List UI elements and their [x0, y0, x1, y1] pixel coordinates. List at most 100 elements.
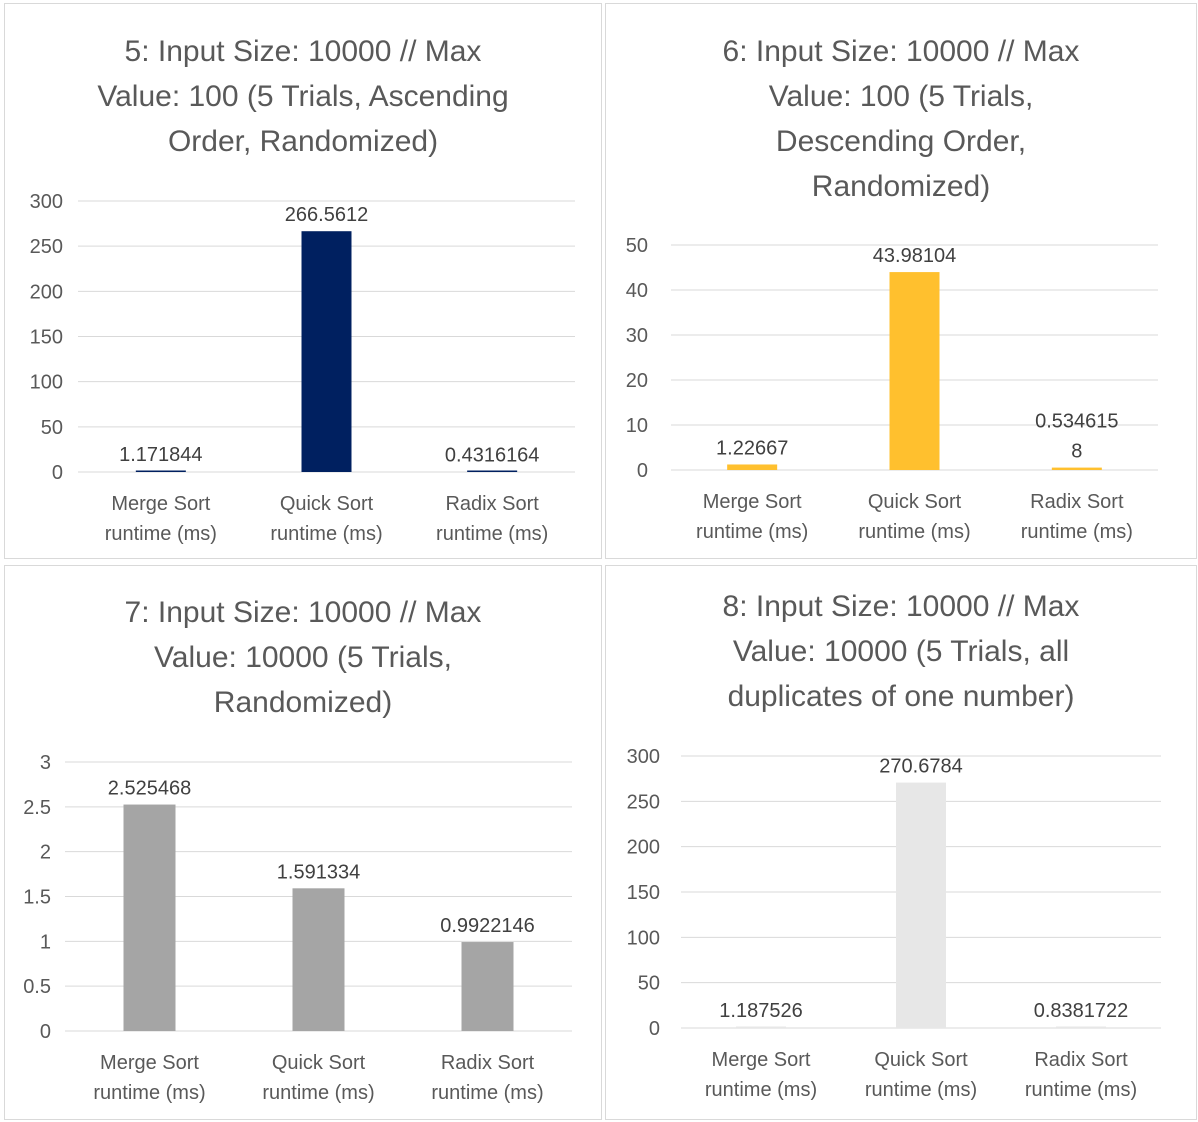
y-tick-label: 2.5: [23, 797, 51, 819]
category-label-line: runtime (ms): [93, 1082, 205, 1104]
chart-title-line: Value: 100 (5 Trials, Ascending: [97, 80, 509, 113]
y-tick-label: 200: [627, 837, 660, 859]
data-label: 0.8381722: [1034, 1000, 1129, 1022]
data-label-line: 0.534615: [1035, 411, 1118, 433]
chart-title: 6: Input Size: 10000 // Max Value: 100 (…: [606, 29, 1196, 209]
category-label-line: Quick Sort: [272, 1052, 366, 1074]
chart-title-line: Order, Randomized): [167, 125, 439, 158]
chart-title-line: Randomized): [811, 170, 991, 203]
data-label-line: 1.187526: [719, 1000, 802, 1022]
y-tick-label: 50: [638, 973, 660, 995]
chart-title-line: Value: 100 (5 Trials,: [768, 80, 1034, 113]
chart-title-line: Value: 10000 (5 Trials, all: [732, 635, 1070, 668]
data-label: 2.525468: [108, 778, 191, 800]
category-label: Quick Sort runtime (ms): [858, 491, 970, 543]
data-label: 1.171844: [119, 444, 202, 466]
category-label-line: runtime (ms): [105, 523, 217, 545]
category-label-line: Quick Sort: [874, 1049, 968, 1071]
bar-chart-5: 0 50 100 150 200 250 300 1.171844 Merge Sort runt…: [30, 191, 575, 545]
y-tick-label: 3: [40, 752, 51, 774]
chart-panel-6: 6: Input Size: 10000 // Max Value: 100 (…: [605, 3, 1197, 559]
bar: [736, 1026, 786, 1028]
data-label: 1.22667: [716, 437, 788, 459]
y-tick-label: 250: [627, 791, 660, 813]
data-label-line: 2.525468: [108, 778, 191, 800]
bar: [301, 231, 352, 472]
category-label: Merge Sort runtime (ms): [696, 491, 808, 543]
data-label-line: 43.98104: [873, 245, 956, 267]
chart-title-line: Descending Order,: [775, 125, 1027, 158]
category-label: Quick Sort runtime (ms): [865, 1049, 977, 1101]
y-tick-label: 300: [627, 746, 660, 768]
data-label: 1.591334: [277, 861, 360, 883]
category-label-line: runtime (ms): [436, 523, 548, 545]
category-label: Radix Sort runtime (ms): [436, 493, 548, 545]
chart-title: 7: Input Size: 10000 // Max Value: 10000…: [5, 590, 601, 725]
y-tick-label: 2: [40, 842, 51, 864]
chart-title-line: 5: Input Size: 10000 // Max: [124, 35, 482, 68]
category-label-line: runtime (ms): [270, 523, 382, 545]
data-label-line: 266.5612: [285, 204, 368, 226]
y-tick-label: 0: [649, 1018, 660, 1040]
y-tick-label: 20: [626, 370, 648, 392]
y-tick-label: 150: [30, 327, 63, 349]
chart-title-line: 8: Input Size: 10000 // Max: [722, 590, 1080, 623]
data-label: 266.5612: [285, 204, 368, 226]
category-label: Merge Sort runtime (ms): [93, 1052, 205, 1104]
chart-title-line: 7: Input Size: 10000 // Max: [124, 596, 482, 629]
y-tick-label: 250: [30, 236, 63, 258]
chart-title-line: 6: Input Size: 10000 // Max: [722, 35, 1080, 68]
chart-title: 8: Input Size: 10000 // Max Value: 10000…: [606, 584, 1196, 719]
chart-panel-7: 7: Input Size: 10000 // Max Value: 10000…: [4, 565, 602, 1120]
category-label-line: runtime (ms): [705, 1079, 817, 1101]
category-label: Merge Sort runtime (ms): [105, 493, 217, 545]
category-label-line: Radix Sort: [445, 493, 539, 515]
y-tick-label: 1.5: [23, 887, 51, 909]
bar: [1051, 467, 1102, 470]
y-tick-label: 40: [626, 280, 648, 302]
data-label: 0.4316164: [445, 445, 540, 467]
y-tick-label: 0: [52, 462, 63, 484]
bar-chart-7: 0 0.5 1 1.5 2 2.5 3 2.525468 Merge Sort runtime (…: [23, 752, 572, 1104]
category-label-line: Merge Sort: [100, 1052, 199, 1074]
chart-panel-8: 8: Input Size: 10000 // Max Value: 10000…: [605, 565, 1197, 1120]
y-tick-label: 0: [637, 460, 648, 482]
chart-title-line: duplicates of one number): [727, 680, 1075, 713]
chart-panel-5: 5: Input Size: 10000 // Max Value: 100 (…: [4, 3, 602, 559]
data-label: 43.98104: [873, 245, 956, 267]
category-label-line: Radix Sort: [441, 1052, 535, 1074]
data-label-line: 270.6784: [879, 756, 962, 778]
y-tick-label: 100: [30, 372, 63, 394]
category-label-line: Merge Sort: [703, 491, 802, 513]
y-tick-label: 50: [626, 235, 648, 257]
category-label-line: runtime (ms): [696, 521, 808, 543]
data-label-line: 1.171844: [119, 444, 202, 466]
bar: [461, 942, 514, 1031]
category-label: Quick Sort runtime (ms): [262, 1052, 374, 1104]
bar: [135, 470, 186, 472]
category-label-line: runtime (ms): [1025, 1079, 1137, 1101]
bar-chart-8: 0 50 100 150 200 250 300 1.187526 Merge Sort runt…: [627, 746, 1161, 1101]
y-tick-label: 300: [30, 191, 63, 213]
y-tick-label: 1: [40, 931, 51, 953]
data-label: 0.534615 8: [1035, 411, 1118, 463]
y-tick-label: 50: [41, 417, 63, 439]
bar: [292, 888, 345, 1031]
category-label-line: Merge Sort: [111, 493, 210, 515]
chart-title-line: Value: 10000 (5 Trials,: [154, 641, 452, 674]
data-label-line: 0.4316164: [445, 445, 540, 467]
category-label: Radix Sort runtime (ms): [1025, 1049, 1137, 1101]
y-tick-label: 150: [627, 882, 660, 904]
bar: [896, 782, 946, 1028]
category-label-line: runtime (ms): [865, 1079, 977, 1101]
y-tick-label: 10: [626, 415, 648, 437]
chart-title-line: Randomized): [213, 686, 393, 719]
category-label-line: runtime (ms): [1021, 521, 1133, 543]
data-label: 0.9922146: [440, 915, 535, 937]
category-label-line: runtime (ms): [262, 1082, 374, 1104]
category-label-line: Radix Sort: [1034, 1049, 1128, 1071]
category-label-line: Radix Sort: [1030, 491, 1124, 513]
data-label-line: 1.22667: [716, 437, 788, 459]
y-tick-label: 200: [30, 281, 63, 303]
category-label: Merge Sort runtime (ms): [705, 1049, 817, 1101]
